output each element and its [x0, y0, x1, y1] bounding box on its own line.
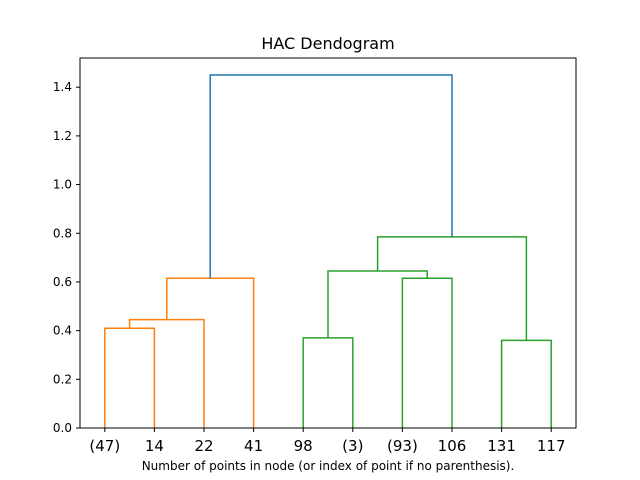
- x-axis-label: Number of points in node (or index of po…: [142, 459, 515, 473]
- y-axis: 0.0 0.2 0.4 0.6 0.8 1.0 1.2 1.4: [53, 80, 80, 435]
- y-tick-label: 1.4: [53, 80, 72, 94]
- y-tick-label: 0.8: [53, 226, 72, 240]
- dendrogram-links: [104, 74, 552, 428]
- plot-frame: [79, 57, 577, 429]
- leaf-label: 98: [294, 437, 313, 455]
- dendrogram-link-1: [128, 318, 205, 428]
- y-tick-label: 0.4: [53, 324, 72, 338]
- leaf-label: 131: [487, 437, 516, 455]
- y-tick-label: 0.2: [53, 372, 72, 386]
- leaf-label: 41: [244, 437, 263, 455]
- y-tick-label: 1.2: [53, 129, 72, 143]
- dendrogram-link-8: [209, 74, 453, 279]
- dendrogram-link-0: [104, 327, 156, 428]
- leaf-label: (3): [342, 437, 363, 455]
- x-axis: (47) 14 22 41 98 (3) (93) 106 131 117: [89, 428, 566, 455]
- leaf-label: (93): [387, 437, 418, 455]
- y-tick-label: 0.0: [53, 421, 72, 435]
- dendrogram-link-5: [327, 270, 428, 338]
- dendrogram-link-4: [401, 277, 453, 428]
- chart-title: HAC Dendogram: [261, 34, 394, 53]
- leaf-label: 106: [438, 437, 467, 455]
- y-tick-label: 0.6: [53, 275, 72, 289]
- leaf-label: 14: [145, 437, 164, 455]
- dendrogram-link-2: [166, 277, 255, 428]
- leaf-label: (47): [89, 437, 120, 455]
- leaf-label: 22: [194, 437, 213, 455]
- dendrogram-link-6: [500, 339, 552, 428]
- dendrogram-link-3: [302, 337, 354, 428]
- leaf-label: 117: [537, 437, 566, 455]
- y-tick-label: 1.0: [53, 178, 72, 192]
